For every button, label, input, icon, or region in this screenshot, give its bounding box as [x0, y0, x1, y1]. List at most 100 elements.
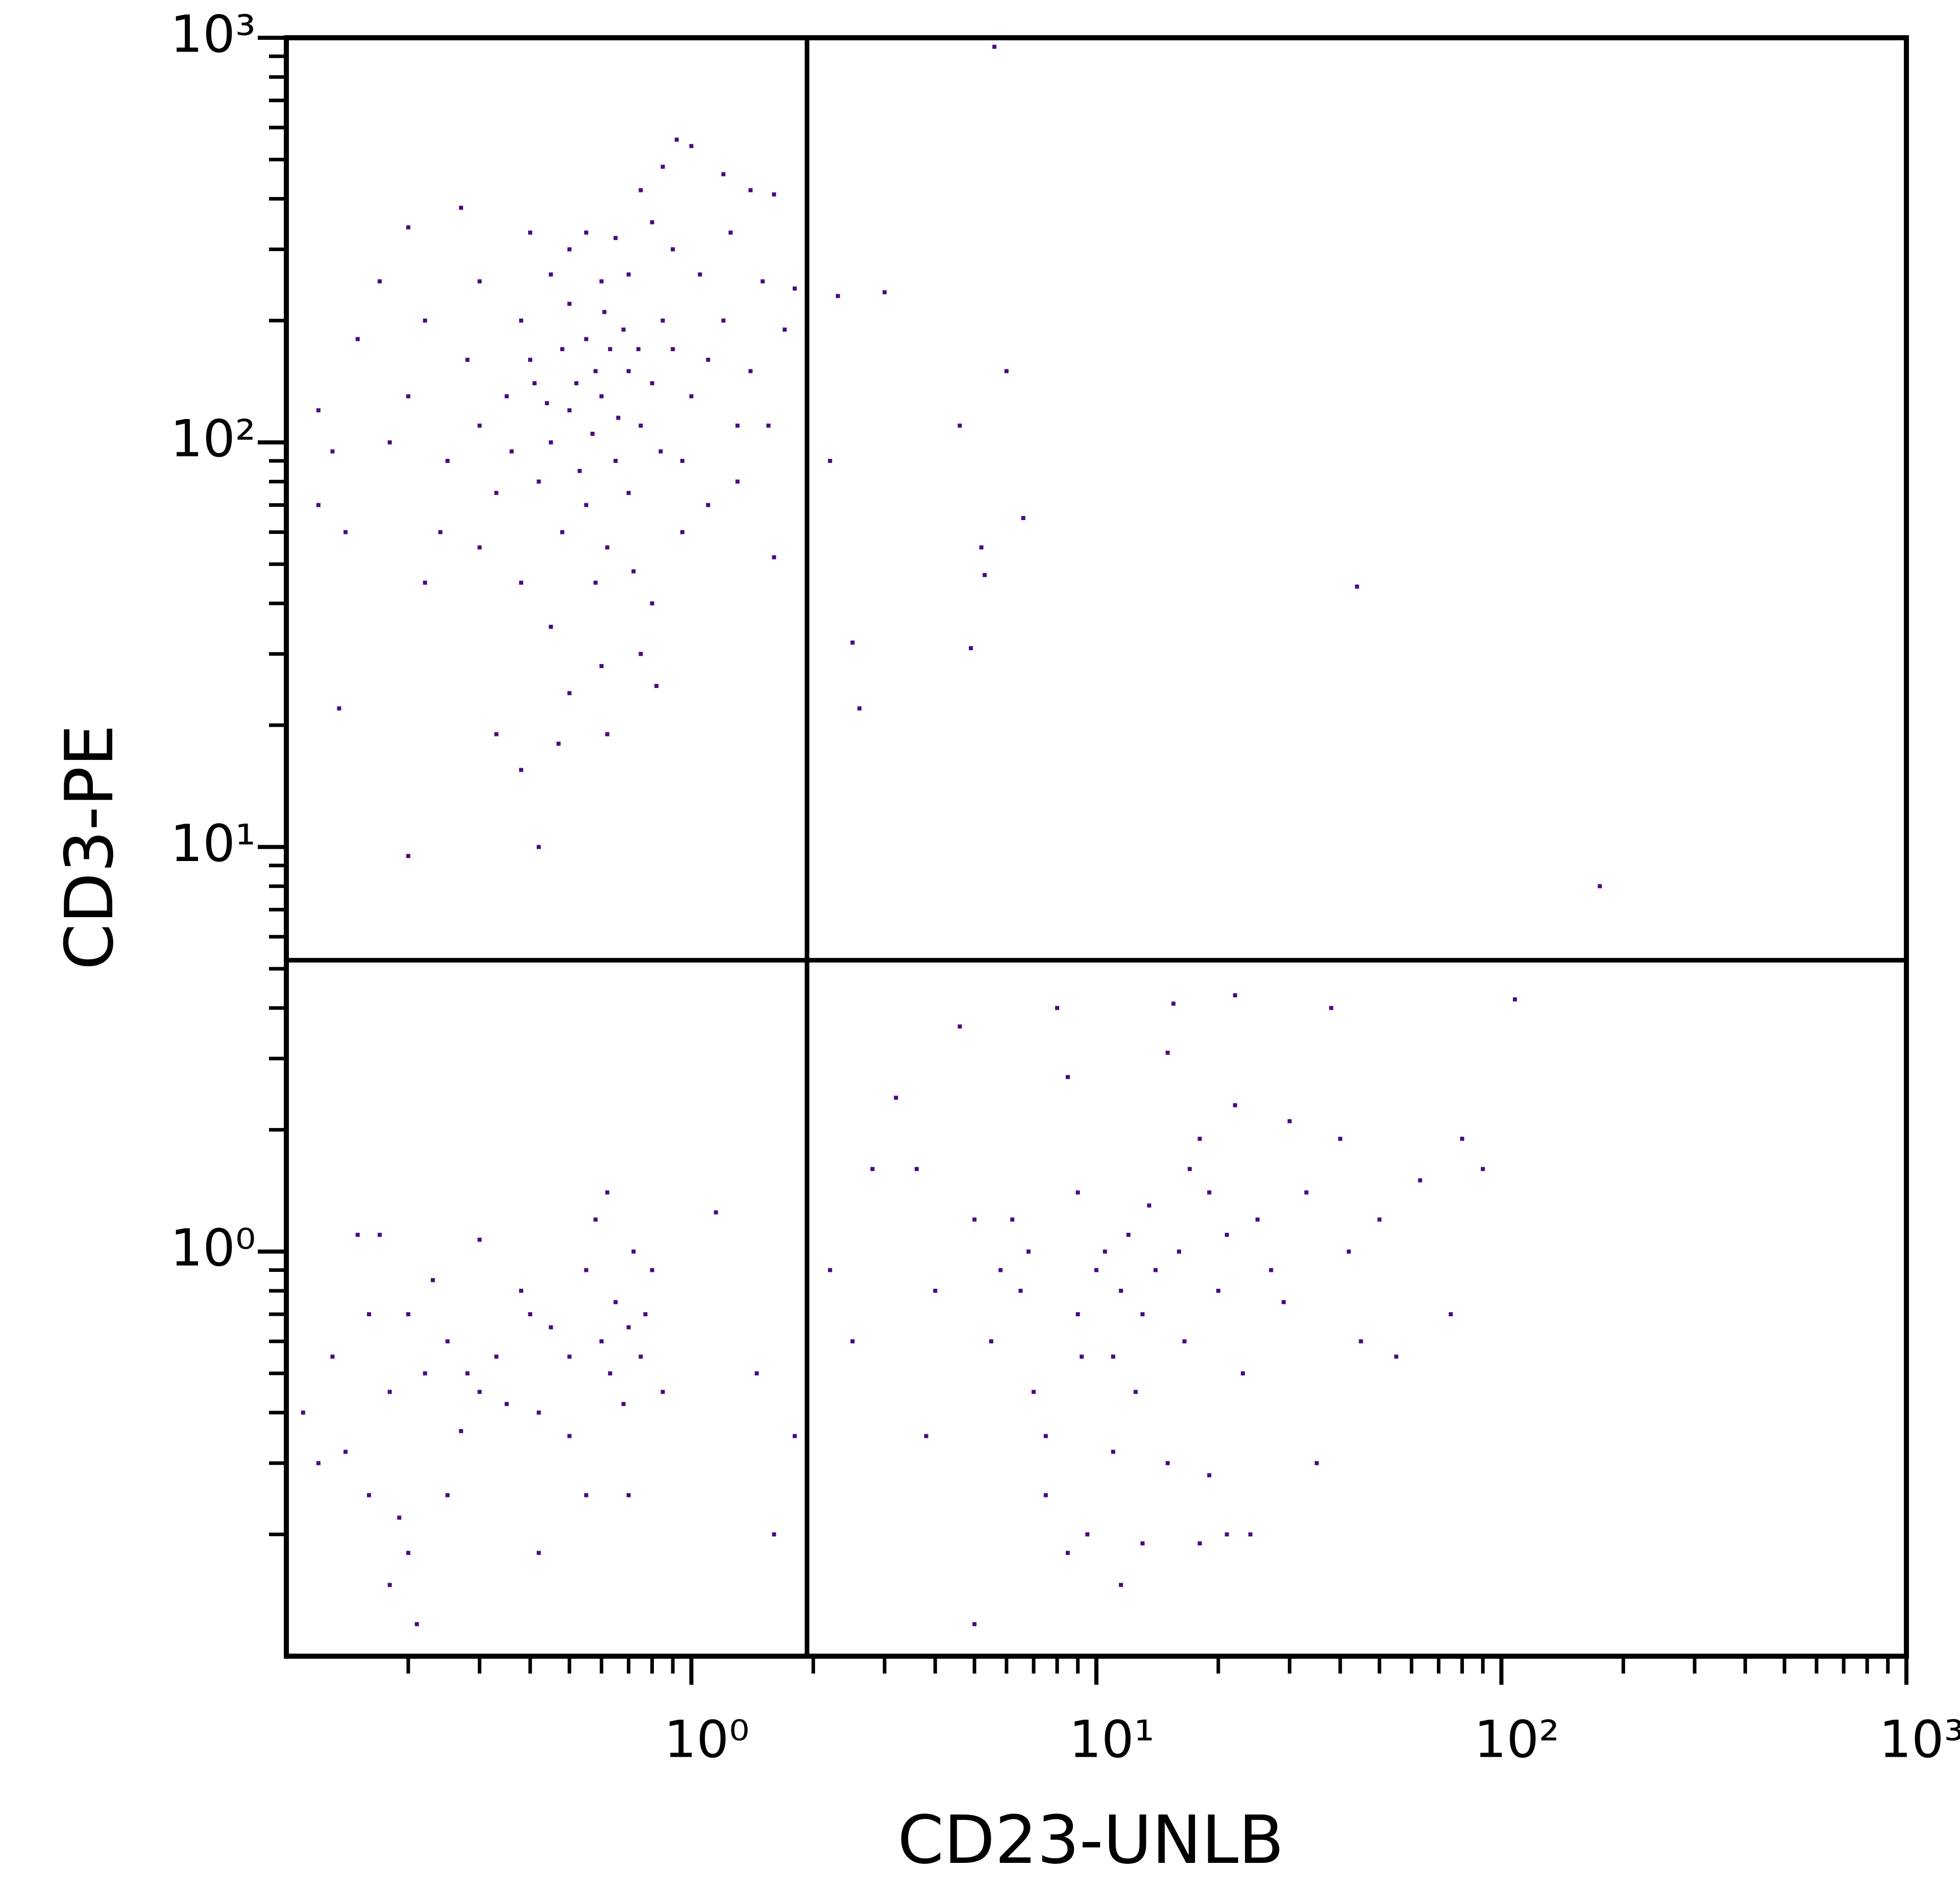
point [998, 1268, 1003, 1272]
point [1032, 1390, 1036, 1394]
point [1449, 1312, 1453, 1317]
point [1287, 1119, 1292, 1123]
point [660, 1390, 665, 1394]
point [1126, 1233, 1131, 1237]
point [593, 580, 598, 585]
point [639, 423, 643, 428]
point [650, 381, 654, 385]
point [560, 347, 565, 352]
point [658, 449, 663, 454]
point [459, 206, 463, 210]
point [1171, 1001, 1176, 1006]
point [316, 503, 321, 507]
point [445, 459, 450, 463]
point [459, 1429, 463, 1433]
point [602, 310, 607, 314]
point [556, 742, 561, 746]
point [494, 490, 499, 495]
point [626, 490, 631, 495]
point [1140, 1541, 1145, 1546]
point [397, 1515, 402, 1520]
point [735, 479, 740, 484]
point [689, 394, 694, 399]
point [599, 279, 604, 284]
point [621, 327, 626, 332]
point [654, 684, 659, 689]
y-tick-label: 10⁰ [170, 1218, 256, 1278]
point [660, 164, 665, 169]
point [599, 1339, 604, 1344]
point [706, 503, 710, 507]
point [1394, 1355, 1399, 1359]
x-tick-label: 10³ [1879, 1709, 1960, 1769]
point [1269, 1268, 1273, 1272]
point [477, 1237, 482, 1242]
point [836, 293, 840, 298]
point [1177, 1249, 1181, 1254]
point [614, 459, 618, 463]
point [1359, 1339, 1363, 1344]
point [406, 854, 410, 858]
point [593, 369, 598, 374]
y-axis-label: CD3-PE [51, 724, 128, 970]
point [519, 1289, 524, 1293]
point [969, 646, 973, 650]
point [714, 1210, 718, 1215]
point [560, 530, 565, 534]
point [599, 664, 604, 669]
point [549, 1325, 553, 1330]
point [577, 469, 582, 473]
point [528, 230, 532, 235]
point [639, 188, 643, 192]
point [972, 1217, 977, 1222]
point [536, 479, 541, 484]
point [1010, 1217, 1015, 1222]
point [366, 1312, 371, 1317]
point [431, 1278, 435, 1283]
point [406, 1312, 410, 1317]
point [706, 357, 710, 362]
point [1065, 1551, 1070, 1555]
point [1314, 1461, 1319, 1465]
y-tick-label: 10² [170, 409, 256, 469]
point [626, 272, 631, 277]
point [567, 691, 572, 696]
point [1207, 1473, 1212, 1478]
point [1075, 1190, 1080, 1195]
point [958, 1024, 962, 1029]
point [983, 573, 987, 577]
point [721, 318, 726, 323]
point [1377, 1217, 1382, 1222]
point [330, 1355, 335, 1359]
point [793, 286, 797, 291]
point [1216, 1289, 1220, 1293]
point [536, 1410, 541, 1415]
point [377, 279, 382, 284]
point [1153, 1268, 1158, 1272]
point [680, 530, 684, 534]
y-tick-label: 10¹ [170, 814, 256, 873]
point [584, 503, 589, 507]
point [316, 408, 321, 412]
point [1224, 1233, 1229, 1237]
point [337, 706, 341, 711]
point [1065, 1075, 1070, 1079]
point [1187, 1167, 1192, 1171]
point [528, 357, 532, 362]
point [1021, 516, 1025, 521]
point [519, 580, 524, 585]
point [608, 1371, 612, 1375]
point [1197, 1137, 1202, 1141]
point [423, 580, 427, 585]
point [735, 423, 740, 428]
point [639, 1355, 643, 1359]
point [698, 272, 702, 277]
point [1102, 1249, 1107, 1254]
point [1329, 1005, 1334, 1010]
point [590, 431, 595, 436]
point [1111, 1355, 1115, 1359]
point [1598, 884, 1602, 889]
point [721, 172, 726, 177]
point [1043, 1493, 1048, 1497]
point [477, 423, 482, 428]
